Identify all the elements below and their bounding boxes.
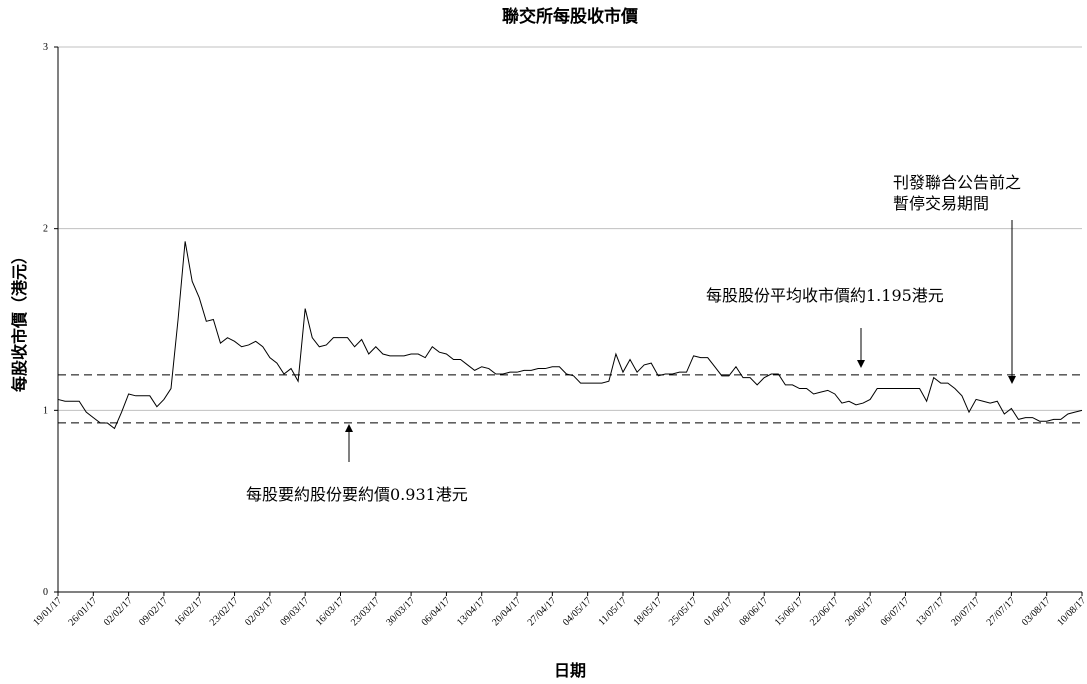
y-axis-ticks: 0 1 2 3 [43,42,58,598]
x-tick-label: 30/03/17 [384,595,417,628]
x-tick-label: 02/03/17 [243,595,276,628]
x-tick-label: 18/05/17 [631,595,664,628]
suspension-annotation-line2: 暫停交易期間 [893,194,989,213]
x-tick-label: 23/03/17 [349,595,382,628]
x-tick-label: 27/04/17 [526,595,559,628]
x-tick-label: 27/07/17 [985,595,1018,628]
x-tick-label: 04/05/17 [561,595,594,628]
x-tick-label: 29/06/17 [843,595,876,628]
y-tick-label: 3 [43,42,48,53]
x-tick-label: 20/07/17 [949,595,982,628]
x-tick-label: 02/02/17 [102,595,135,628]
x-tick-label: 08/06/17 [737,595,770,628]
suspension-annotation-line1: 刊發聯合公告前之 [893,173,1021,192]
y-tick-label: 1 [43,405,48,416]
x-tick-label: 06/04/17 [420,595,453,628]
x-tick-label: 25/05/17 [667,595,700,628]
x-tick-label: 13/07/17 [914,595,947,628]
reference-lines [58,374,1082,424]
chart-title: 聯交所每股收市價 [502,6,639,27]
offer-price-annotation: 每股要約股份要約價0.931港元 [246,485,468,504]
x-tick-label: 16/02/17 [172,595,205,628]
x-tick-label: 20/04/17 [490,595,523,628]
x-tick-label: 23/02/17 [208,595,241,628]
x-tick-label: 13/04/17 [455,595,488,628]
x-tick-label: 01/06/17 [702,595,735,628]
x-tick-label: 06/07/17 [879,595,912,628]
x-tick-label: 03/08/17 [1020,595,1053,628]
y-tick-label: 2 [43,224,48,235]
x-tick-label: 19/01/17 [31,595,64,628]
x-tick-label: 16/03/17 [314,595,347,628]
y-tick-label: 0 [43,587,48,598]
series-line [57,241,1083,430]
gridlines [58,46,1082,411]
x-tick-label: 15/06/17 [773,595,806,628]
x-tick-label: 26/01/17 [67,595,100,628]
x-axis-ticks: 19/01/17 26/01/17 02/02/17 09/02/17 16/02/17… [31,592,1087,628]
x-tick-label: 11/05/17 [596,595,629,628]
x-axis-title: 日期 [554,661,586,680]
x-tick-label: 09/02/17 [137,595,170,628]
x-tick-label: 10/08/17 [1055,595,1087,628]
average-price-annotation: 每股股份平均收市價約1.195港元 [706,286,944,305]
x-tick-label: 22/06/17 [808,595,841,628]
x-tick-label: 09/03/17 [278,595,311,628]
y-axis-title: 每股收市價（港元） [10,248,29,392]
